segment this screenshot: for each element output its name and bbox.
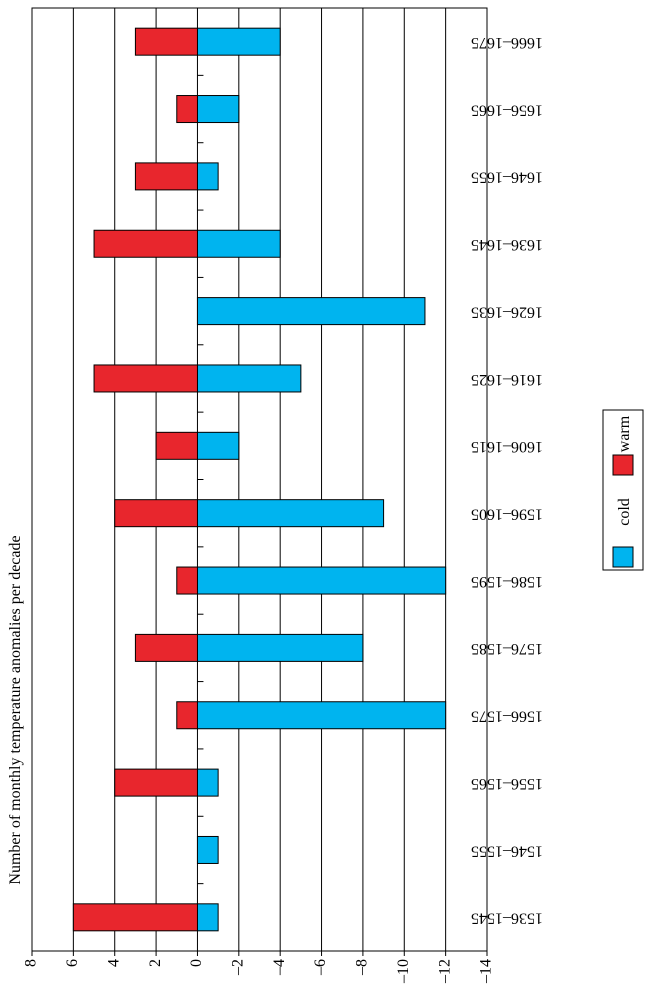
bar-cold (196, 95, 240, 124)
value-axis-label: Number of monthly temperature anomalies … (7, 535, 24, 884)
bar-warm (134, 27, 198, 56)
category-tick-label: 1606–1615 (471, 438, 543, 455)
value-tick-label: –4 (271, 959, 288, 976)
bar-warm (176, 95, 198, 124)
value-tick-label: 0 (188, 959, 205, 967)
category-tick-label: 1636–1645 (471, 236, 543, 253)
bar-cold (196, 499, 385, 528)
value-tick-label: 4 (105, 959, 122, 967)
value-tick-label: –10 (395, 959, 412, 984)
category-tick-label: 1666–1675 (471, 34, 543, 51)
value-tick-label: –14 (478, 959, 495, 984)
legend-label-warm: warm (616, 415, 633, 452)
bar-cold (196, 701, 447, 730)
bar-cold (196, 768, 219, 797)
category-tick-label: 1576–1585 (471, 640, 543, 657)
category-tick-label: 1646–1655 (471, 169, 543, 186)
category-tick-label: 1556–1565 (471, 775, 543, 792)
bar-warm (155, 431, 198, 460)
plot-area (31, 7, 488, 952)
bar-warm (93, 364, 198, 393)
bar-cold (196, 364, 302, 393)
category-tick-label: 1566–1575 (471, 708, 543, 725)
bar-cold (196, 903, 219, 932)
value-tick-label: 8 (23, 959, 40, 967)
bar-cold (196, 27, 281, 56)
category-separators (197, 74, 204, 885)
category-tick-label: 1546–1555 (471, 842, 543, 859)
category-tick-label: 1656–1665 (471, 101, 543, 118)
bar-cold (196, 431, 240, 460)
bar-cold (196, 633, 364, 662)
value-tick-label: –2 (229, 959, 246, 976)
legend-box (602, 409, 644, 571)
bar-warm (72, 903, 198, 932)
value-tick-label: –6 (312, 959, 329, 976)
value-tick-label: 6 (64, 959, 81, 967)
category-tick-labels: 1536–1545 1546–1555 1556–1565 1566–1575 1576… (471, 34, 543, 927)
category-tick-label: 1616–1625 (471, 371, 543, 388)
bar-cold (196, 566, 447, 595)
value-tick-label: 2 (147, 959, 164, 967)
bars (72, 27, 447, 932)
category-tick-label: 1626–1635 (471, 303, 543, 320)
bar-cold (196, 835, 219, 864)
value-tick-labels: 8 6 4 2 0 –2 –4 –6 –8 –10 –12 –14 (23, 959, 495, 984)
legend-swatch-warm (612, 454, 634, 476)
bar-cold (196, 162, 219, 191)
value-tick-label: –12 (436, 959, 453, 984)
category-tick-label: 1536–1545 (471, 910, 543, 927)
legend-label-cold: cold (616, 498, 633, 526)
value-tick-label: –8 (354, 959, 371, 976)
bar-warm (176, 701, 198, 730)
bar-warm (114, 499, 198, 528)
category-tick-label: 1586–1595 (471, 573, 543, 590)
category-tick-label: 1596–1605 (471, 506, 543, 523)
bar-warm (114, 768, 198, 797)
bar-warm (93, 229, 198, 258)
legend-swatch-cold (612, 546, 634, 568)
bar-warm (134, 633, 198, 662)
bar-warm (176, 566, 198, 595)
bar-cold (196, 297, 426, 326)
legend: cold warm (602, 409, 644, 571)
bar-cold (196, 229, 281, 258)
bar-warm (134, 162, 198, 191)
